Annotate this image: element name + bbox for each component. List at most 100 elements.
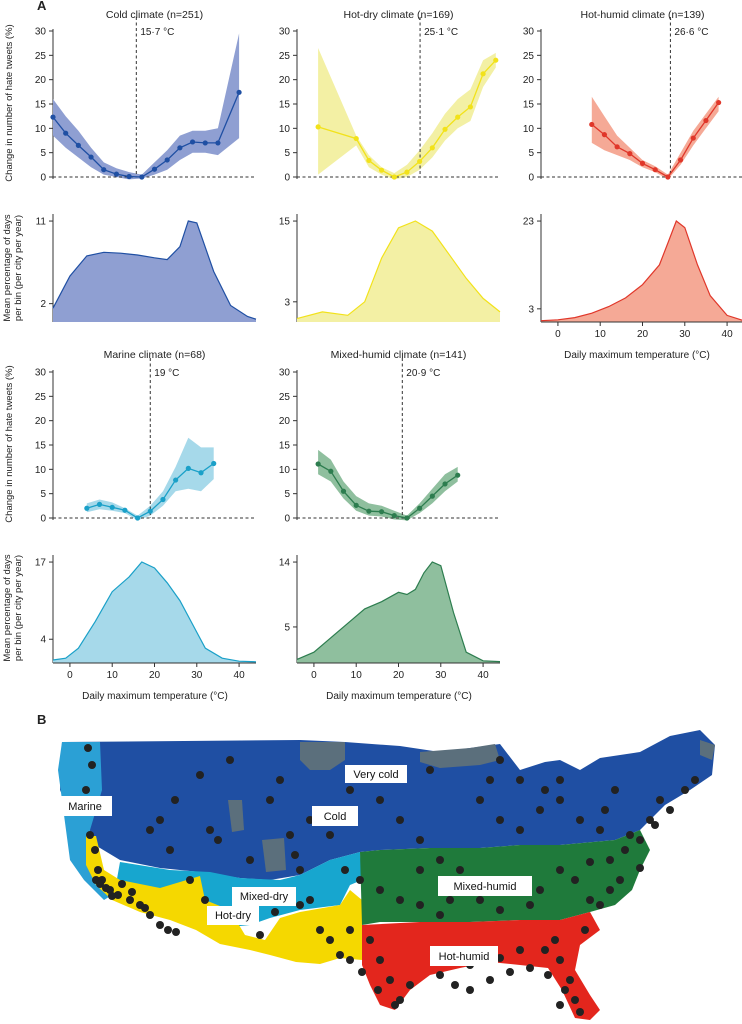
city-dot [606,856,614,864]
city-dot [376,886,384,894]
ylabel-dist-top-line2: per bin (per city per year) [13,215,24,321]
city-dot [201,896,209,904]
city-dot [286,831,294,839]
ylabel-dist-bottom-line2: per bin (per city per year) [13,555,24,661]
city-dot [118,880,126,888]
city-dot [336,951,344,959]
chart-panel-0: Cold climate (n=251) 0 5 10 15 20 25 30 15·7 °C 2… [35,9,257,322]
dist-y-tick-label: 14 [279,558,291,569]
city-dot [82,786,90,794]
region-very-cold [420,744,500,768]
data-point [417,505,423,511]
y-tick-label: 10 [35,124,47,135]
dist-y-tick-label: 5 [284,622,290,633]
threshold-label: 26·6 °C [674,27,708,38]
data-point [96,501,103,507]
city-dot [246,856,254,864]
map-label-very-cold-text: Very cold [353,769,398,781]
city-dot [596,901,604,909]
city-dot [526,901,534,909]
x-tick-label: 40 [234,670,246,681]
data-point [467,104,473,110]
y-tick-label: 30 [35,27,47,38]
city-dot [166,846,174,854]
city-dot [356,876,364,884]
city-dot [556,776,564,784]
x-tick-label: 10 [595,329,607,340]
city-dot [451,981,459,989]
data-point [75,142,81,148]
data-point [202,140,208,146]
dist-y-tick-label: 23 [523,217,535,228]
city-dot [88,761,96,769]
chart-title: Mixed-humid climate (n=141) [331,349,467,361]
city-dot [108,892,116,900]
y-tick-label: 15 [35,441,47,452]
city-dot [556,956,564,964]
city-dot [416,901,424,909]
city-dot [636,836,644,844]
city-dot [206,826,214,834]
distribution-area [297,562,500,663]
map-label-marine-text: Marine [68,801,102,813]
city-dot [276,776,284,784]
data-point [589,121,595,128]
city-dot [586,896,594,904]
x-tick-label: 10 [107,670,119,681]
city-dot [576,816,584,824]
city-dot [346,786,354,794]
city-dot [128,888,136,896]
data-point [189,139,196,145]
city-dot [486,776,494,784]
y-tick-label: 10 [35,465,47,476]
city-dot [416,836,424,844]
city-dot [611,786,619,794]
city-dot [196,771,204,779]
data-point [177,145,183,151]
map-label-very-cold: Very cold [345,765,407,783]
data-point [353,135,359,142]
city-dot [626,831,634,839]
chart-panel-4: Mixed-humid climate (n=141) 0 5 10 15 20 25 30 2… [279,349,501,681]
map-label-hot-humid-text: Hot-humid [439,951,490,963]
dist-y-tick-label: 2 [40,299,46,310]
chart-title: Hot-dry climate (n=169) [344,9,454,21]
y-tick-label: 5 [528,148,534,159]
ylabel-change-top: Change in number of hate tweets (%) [4,24,15,181]
city-dot [506,968,514,976]
city-dot [386,976,394,984]
city-dot [516,776,524,784]
map-label-hot-dry: Hot-dry [207,906,259,925]
map-label-cold-text: Cold [324,811,347,823]
city-dot [226,756,234,764]
city-dot [186,876,194,884]
city-dot [102,884,110,892]
city-dot [666,806,674,814]
y-tick-label: 30 [279,27,291,38]
data-point [328,468,334,474]
dist-y-tick-label: 3 [284,297,290,308]
city-dot [94,866,102,874]
y-tick-label: 20 [523,75,535,86]
threshold-label: 19 °C [154,368,179,379]
data-point [652,167,658,173]
threshold-label: 25·1 °C [424,27,458,38]
data-point [366,508,372,514]
data-point [366,157,372,164]
city-dot [616,876,624,884]
data-point [151,166,158,172]
data-point [391,512,397,519]
distribution-line [52,561,257,663]
panel-b-letter: B [37,712,46,727]
y-tick-label: 10 [279,124,291,135]
y-tick-label: 15 [35,100,47,111]
distribution-line [296,220,501,320]
data-point [378,509,385,515]
city-dot [576,1008,584,1016]
data-point [134,515,141,521]
data-point [455,114,461,120]
city-dot [536,886,544,894]
data-point [211,460,217,467]
city-dot [91,846,99,854]
